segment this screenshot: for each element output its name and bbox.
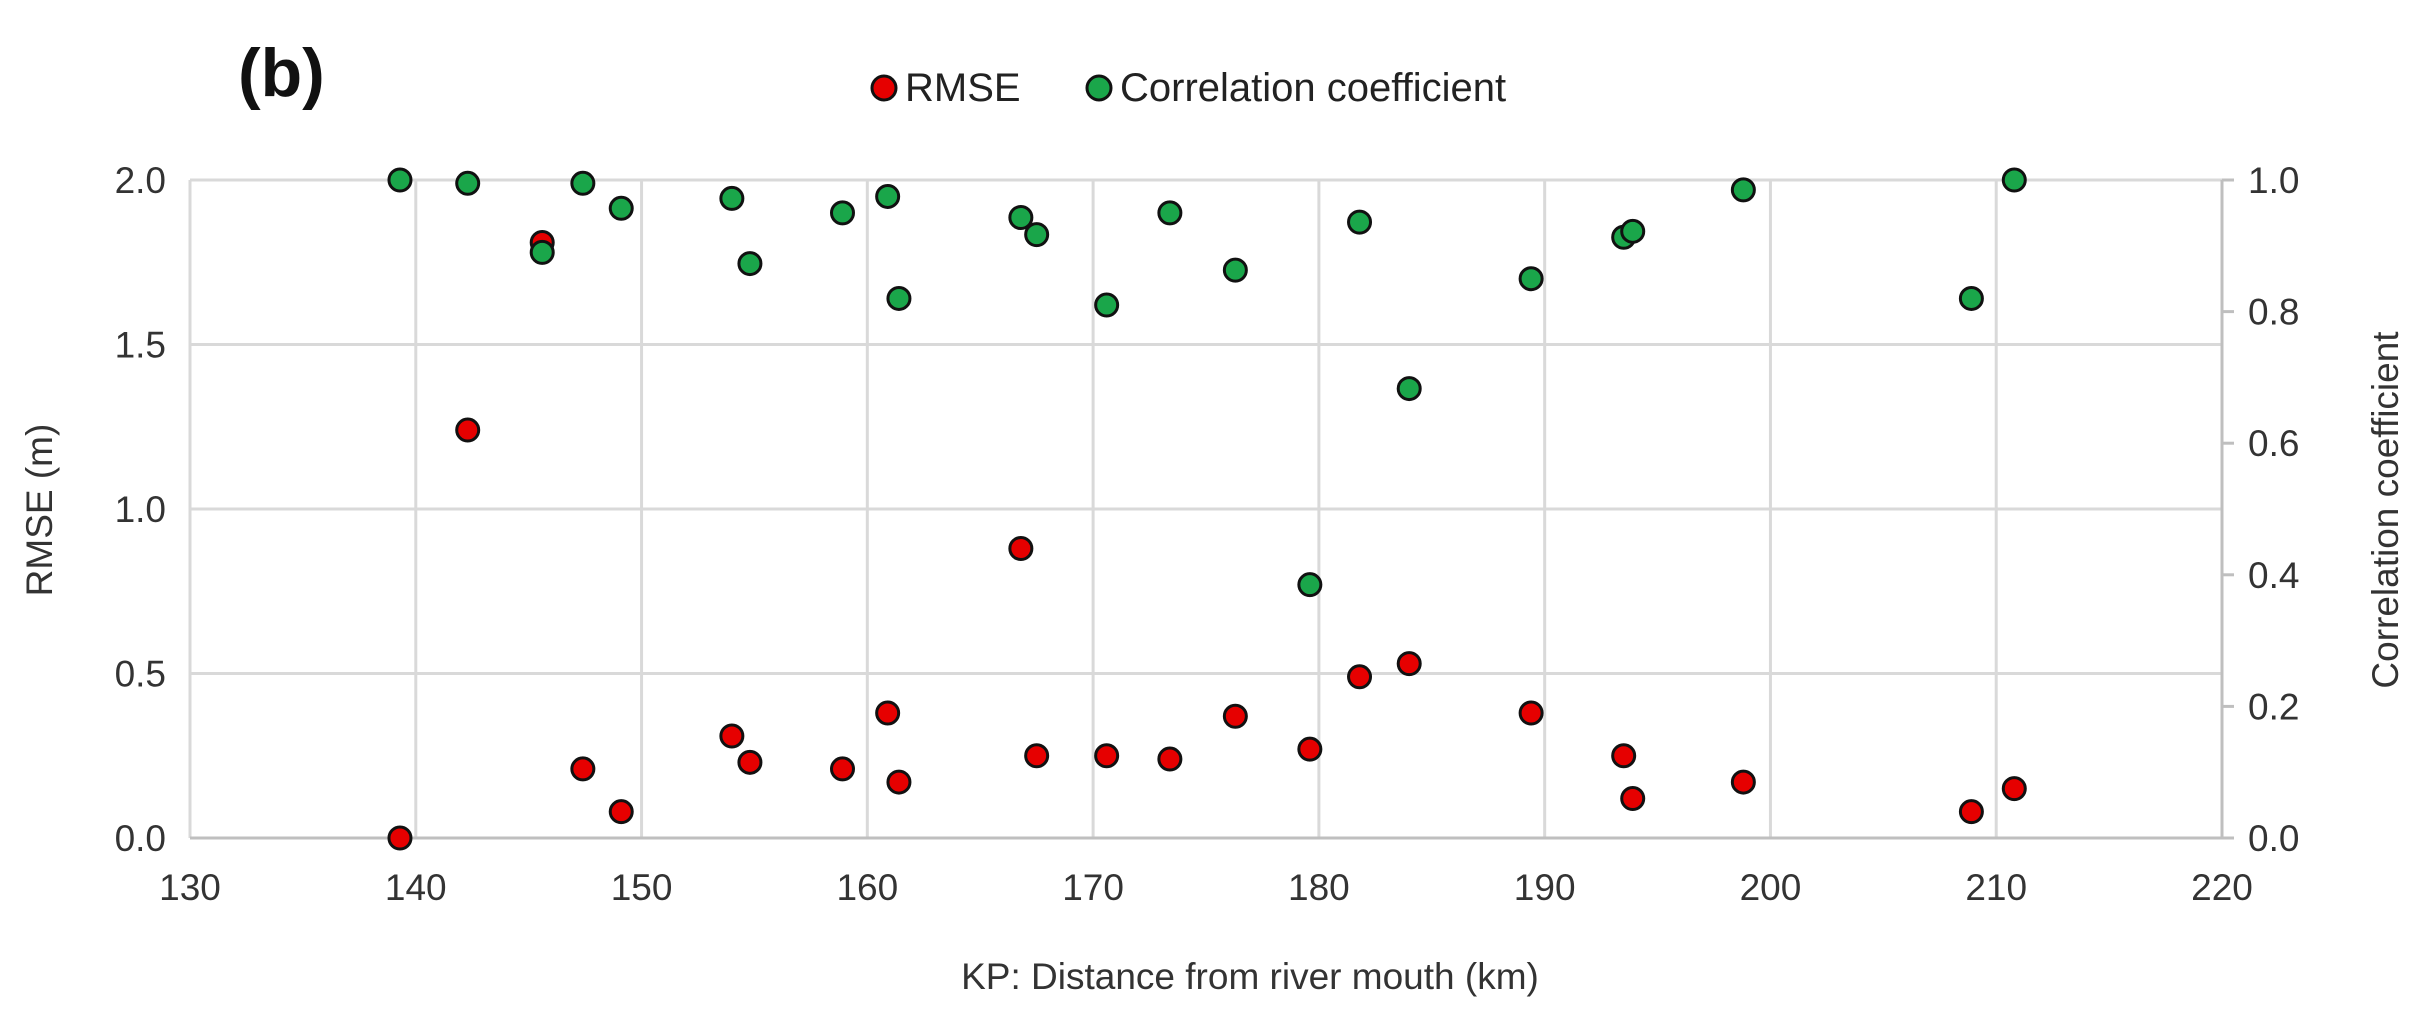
rmse-point xyxy=(1611,743,1637,769)
axes xyxy=(190,178,2234,840)
rmse-point xyxy=(2001,776,2027,802)
rmse-point xyxy=(1730,769,1756,795)
rmse-point xyxy=(455,417,481,443)
correlation-point xyxy=(608,195,634,221)
x-tick-label: 130 xyxy=(159,867,221,908)
rmse-point xyxy=(570,756,596,782)
correlation-point xyxy=(737,251,763,277)
x-tick-label: 150 xyxy=(611,867,673,908)
y2-tick-label: 0.6 xyxy=(2248,423,2299,464)
rmse-point xyxy=(829,756,855,782)
rmse-point xyxy=(1518,700,1544,726)
rmse-point xyxy=(1620,786,1646,812)
gridlines xyxy=(188,178,2224,840)
rmse-point xyxy=(1222,703,1248,729)
correlation-point xyxy=(1297,572,1323,598)
x-tick-label: 180 xyxy=(1288,867,1350,908)
x-tick-label: 170 xyxy=(1062,867,1124,908)
y-tick-label: 0.5 xyxy=(115,654,166,695)
correlation-point xyxy=(1518,266,1544,292)
correlation-point xyxy=(1222,257,1248,283)
rmse-point xyxy=(1094,743,1120,769)
y-tick-label: 1.5 xyxy=(115,325,166,366)
correlation-point xyxy=(886,285,912,311)
legend: RMSE Correlation coefficient xyxy=(870,66,1506,110)
rmse-point xyxy=(387,825,413,851)
rmse-point xyxy=(1396,651,1422,677)
correlation-point xyxy=(1396,376,1422,402)
x-tick-label: 140 xyxy=(385,867,447,908)
data-points xyxy=(387,167,2027,851)
correlation-point xyxy=(719,185,745,211)
x-axis-title: KP: Distance from river mouth (km) xyxy=(961,956,1539,997)
correlation-point xyxy=(829,200,855,226)
correlation-point xyxy=(1008,205,1034,231)
correlation-point xyxy=(1347,209,1373,235)
x-tick-label: 220 xyxy=(2191,867,2253,908)
correlation-point xyxy=(529,239,555,265)
y2-tick-label: 0.8 xyxy=(2248,292,2299,333)
x-tick-label: 160 xyxy=(836,867,898,908)
y2-axis-title: Correlation coefficient xyxy=(2365,331,2406,689)
rmse-point xyxy=(886,769,912,795)
correlation-point xyxy=(1620,218,1646,244)
rmse-point xyxy=(737,749,763,775)
tick-labels: 130 140 150 160 170 180 190 200 210 220 0.0 0.5 1.0 1… xyxy=(115,160,2300,908)
y2-tick-label: 0.0 xyxy=(2248,818,2299,859)
legend-marker-correlation xyxy=(1085,74,1113,102)
y-tick-label: 1.0 xyxy=(115,489,166,530)
rmse-point xyxy=(1024,743,1050,769)
y2-tick-label: 1.0 xyxy=(2248,160,2299,201)
rmse-point xyxy=(1157,746,1183,772)
x-tick-label: 190 xyxy=(1514,867,1576,908)
rmse-point xyxy=(608,799,634,825)
rmse-point xyxy=(719,723,745,749)
correlation-point xyxy=(2001,167,2027,193)
correlation-point xyxy=(1024,222,1050,248)
correlation-point xyxy=(1958,285,1984,311)
rmse-point xyxy=(1008,535,1034,561)
panel-label: (b) xyxy=(238,35,325,111)
y2-tick-label: 0.2 xyxy=(2248,686,2299,727)
rmse-point xyxy=(1958,799,1984,825)
correlation-point xyxy=(1157,200,1183,226)
x-tick-label: 210 xyxy=(1965,867,2027,908)
y-tick-label: 0.0 xyxy=(115,818,166,859)
y2-tick-label: 0.4 xyxy=(2248,555,2299,596)
correlation-point xyxy=(1094,292,1120,318)
y-tick-label: 2.0 xyxy=(115,160,166,201)
legend-marker-rmse xyxy=(870,74,898,102)
x-tick-label: 200 xyxy=(1740,867,1802,908)
legend-label-correlation: Correlation coefficient xyxy=(1120,66,1506,110)
correlation-point xyxy=(1730,177,1756,203)
correlation-point xyxy=(455,170,481,196)
rmse-point xyxy=(1347,664,1373,690)
correlation-point xyxy=(387,167,413,193)
legend-label-rmse: RMSE xyxy=(905,66,1021,110)
rmse-point xyxy=(1297,736,1323,762)
correlation-point xyxy=(570,170,596,196)
y-axis-title: RMSE (m) xyxy=(19,424,60,597)
correlation-point xyxy=(875,183,901,209)
rmse-point xyxy=(875,700,901,726)
